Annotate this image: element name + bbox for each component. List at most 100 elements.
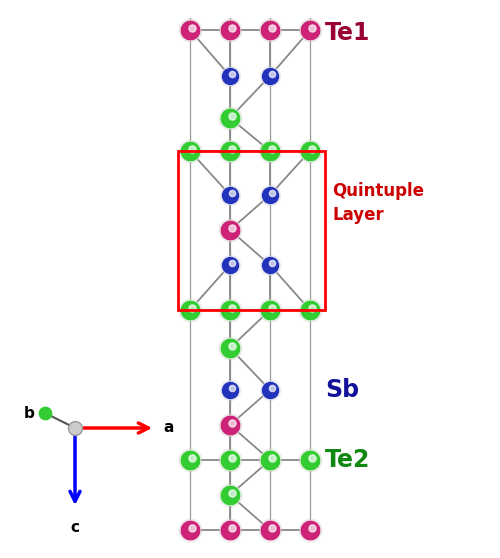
Point [306,306,314,315]
Point [268,23,276,32]
Point [226,26,234,35]
Point [306,26,314,35]
Bar [178,151,325,310]
Point [306,455,314,464]
Point [306,147,314,156]
Point [266,386,274,395]
Point [226,261,234,270]
Point [186,26,194,35]
Point [268,454,276,463]
Point [226,113,234,122]
Point [228,489,236,498]
Text: a: a [163,421,173,435]
Point [228,383,236,392]
Point [306,26,314,35]
Point [268,258,276,267]
Point [228,523,236,532]
Point [226,190,234,199]
Point [186,26,194,35]
Point [226,71,234,80]
Point [226,147,234,156]
Point [306,147,314,156]
Point [226,306,234,315]
Point [186,526,194,535]
Point [308,145,316,153]
Point [228,23,236,32]
Point [268,523,276,532]
Text: b: b [24,406,35,421]
Point [266,306,274,315]
Point [188,23,196,32]
Point [226,190,234,199]
Point [306,306,314,315]
Point [268,145,276,153]
Point [186,147,194,156]
Point [186,455,194,464]
Point [228,70,236,79]
Point [226,490,234,499]
Point [186,147,194,156]
Point [268,304,276,312]
Point [266,261,274,270]
Point [268,70,276,79]
Point [228,112,236,121]
Point [226,344,234,353]
Point [306,526,314,535]
Point [188,145,196,153]
Point [266,147,274,156]
Point [226,455,234,464]
Point [188,304,196,312]
Point [308,523,316,532]
Point [228,304,236,312]
Point [228,418,236,427]
Text: Te1: Te1 [325,21,370,45]
Point [188,523,196,532]
Point [266,26,274,35]
Point [266,526,274,535]
Point [228,341,236,350]
Point [268,189,276,198]
Point [266,71,274,80]
Point [228,189,236,198]
Point [266,386,274,395]
Point [266,261,274,270]
Point [226,261,234,270]
Point [226,147,234,156]
Point [186,306,194,315]
Point [226,344,234,353]
Point [266,306,274,315]
Point [306,455,314,464]
Point [268,383,276,392]
Point [266,26,274,35]
Point [226,225,234,234]
Point [188,454,196,463]
Point [226,421,234,430]
Point [226,386,234,395]
Point [186,526,194,535]
Point [226,526,234,535]
Point [226,306,234,315]
Point [41,408,49,417]
Point [266,190,274,199]
Point [226,490,234,499]
Point [266,526,274,535]
Point [266,455,274,464]
Point [308,304,316,312]
Point [266,190,274,199]
Point [226,421,234,430]
Point [308,454,316,463]
Point [266,147,274,156]
Text: Quintuple
Layer: Quintuple Layer [332,182,424,224]
Text: Sb: Sb [325,378,359,402]
Point [226,71,234,80]
Point [226,113,234,122]
Point [71,424,79,432]
Point [226,225,234,234]
Point [226,455,234,464]
Point [228,454,236,463]
Point [186,455,194,464]
Point [186,306,194,315]
Point [266,455,274,464]
Text: c: c [70,520,80,535]
Text: Te2: Te2 [325,448,370,472]
